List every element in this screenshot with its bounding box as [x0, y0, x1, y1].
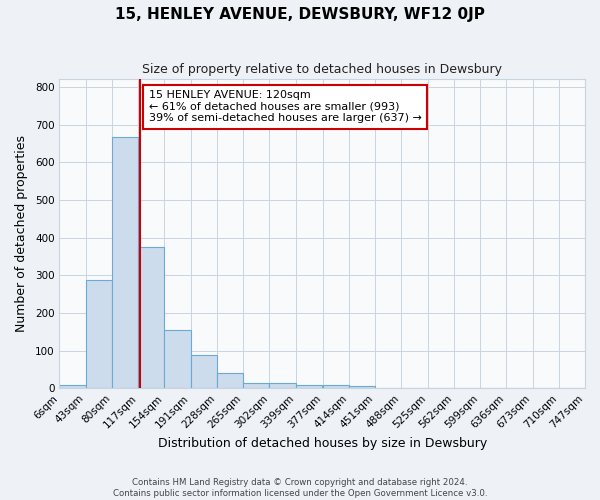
Bar	[191, 355, 217, 388]
Bar	[138, 247, 164, 388]
X-axis label: Distribution of detached houses by size in Dewsbury: Distribution of detached houses by size …	[158, 437, 487, 450]
Y-axis label: Number of detached properties: Number of detached properties	[15, 136, 28, 332]
Bar	[59, 386, 86, 388]
Bar	[296, 384, 322, 388]
Text: 15, HENLEY AVENUE, DEWSBURY, WF12 0JP: 15, HENLEY AVENUE, DEWSBURY, WF12 0JP	[115, 8, 485, 22]
Bar	[323, 384, 349, 388]
Bar	[269, 384, 296, 388]
Bar	[349, 386, 375, 388]
Bar	[86, 280, 112, 388]
Bar	[243, 384, 269, 388]
Bar	[217, 374, 243, 388]
Title: Size of property relative to detached houses in Dewsbury: Size of property relative to detached ho…	[142, 62, 502, 76]
Text: 15 HENLEY AVENUE: 120sqm
← 61% of detached houses are smaller (993)
39% of semi-: 15 HENLEY AVENUE: 120sqm ← 61% of detach…	[149, 90, 422, 124]
Bar	[112, 137, 138, 388]
Text: Contains HM Land Registry data © Crown copyright and database right 2024.
Contai: Contains HM Land Registry data © Crown c…	[113, 478, 487, 498]
Bar	[164, 330, 191, 388]
